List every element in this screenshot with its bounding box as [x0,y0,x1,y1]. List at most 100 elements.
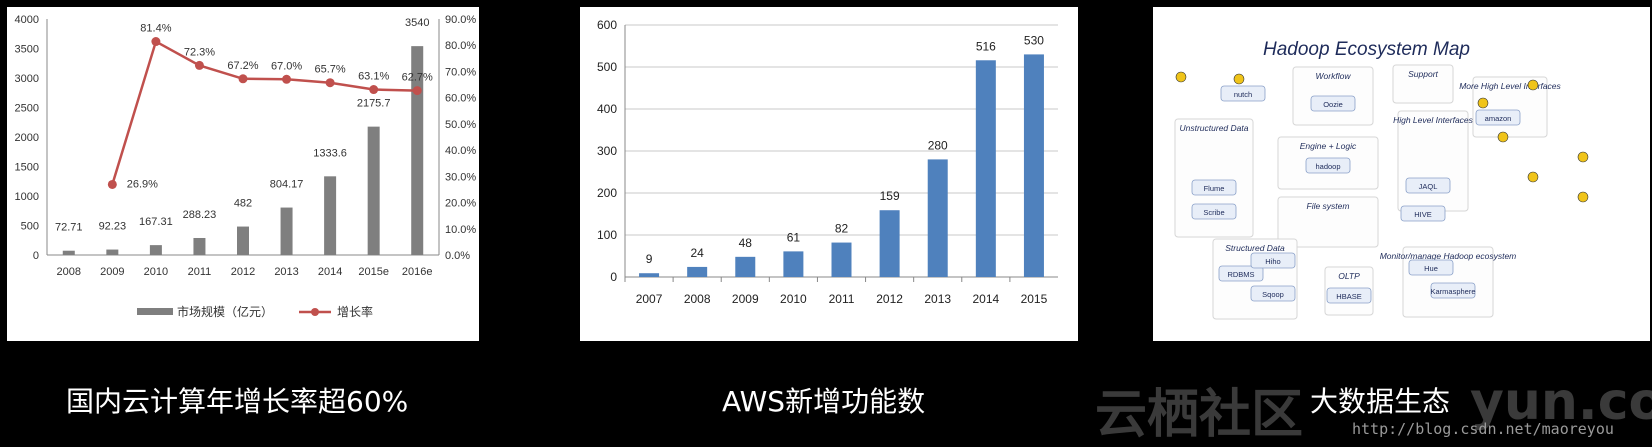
ecosystem-item-chip [1405,177,1451,194]
ecosystem-box [1277,196,1379,248]
y2-tick-label: 10.0% [445,224,476,236]
ecosystem-item-chip [1430,282,1476,299]
line-value-label: 72.3% [184,46,215,58]
bar-value-label: 24 [690,246,704,260]
bar [783,251,804,277]
bar [639,273,660,277]
ecosystem-item-chip [1326,287,1372,304]
y2-tick-label: 0.0% [445,250,470,262]
ecosystem-item-label: HBASE [1336,292,1361,301]
y-tick-label: 300 [597,144,617,158]
bar-value-label: 167.31 [139,216,173,228]
ecosystem-item-label: HIVE [1414,210,1432,219]
ecosystem-box-label: OLTP [1338,271,1360,281]
bar [280,207,293,255]
ecosystem-item-label: JAQL [1419,182,1438,191]
legend-bar-swatch [137,308,173,315]
line-point [412,86,422,96]
bar-value-label: 2175.7 [357,98,391,110]
ecosystem-title: Hadoop Ecosystem Map [1263,39,1470,60]
ecosystem-item-chip [1475,109,1521,126]
y-tick-label: 3000 [15,73,39,85]
ecosystem-item-label: Scribe [1203,208,1224,217]
bar [149,245,162,255]
line-point [369,85,379,95]
y-tick-label: 500 [21,221,39,233]
line-value-label: 26.9% [127,178,158,190]
ecosystem-item-chip [1250,285,1296,302]
ecosystem-icon [1477,97,1489,109]
bar [927,159,948,277]
caption-cloud-growth: 国内云计算年增长率超60% [66,385,409,418]
y-tick-label: 0 [610,270,617,284]
y2-tick-label: 80.0% [445,40,476,52]
ecosystem-item-label: hadoop [1315,162,1340,171]
bar-value-label: 61 [787,230,801,244]
bar-value-label: 530 [1024,33,1044,47]
watermark-url: http://blog.csdn.net/maoreyou [1352,420,1614,438]
ecosystem-item-chip [1305,157,1351,174]
ecosystem-item-chip [1220,85,1266,102]
ecosystem-icon [1577,191,1589,203]
x-tick-label: 2009 [100,266,124,278]
ecosystem-box [1397,110,1469,212]
aws-features-chart: 0 100 200 300 400 500 600 9 2007 24 2008 48 2009 61 20… [597,18,1058,306]
legend-line-marker [311,308,319,316]
ecosystem-diagram: Workflow Support More High Level Interface… [1174,64,1589,320]
bar-value-label: 159 [880,189,900,203]
bar-value-label: 280 [928,138,948,152]
x-tick-label: 2008 [57,266,81,278]
ecosystem-item-label: amazon [1485,114,1512,123]
bar-value-label: 1333.6 [313,147,347,159]
bar [687,266,708,277]
y-tick-label: 1000 [15,191,39,203]
x-tick-label: 2007 [636,292,663,306]
bar-value-label: 3540 [405,17,429,29]
x-tick-label: 2010 [780,292,807,306]
bar-value-label: 72.71 [55,222,83,234]
ecosystem-item-chip [1191,203,1237,220]
watermark-cn: 云栖社区 [1095,385,1304,445]
bar-value-label: 82 [835,222,849,236]
ecosystem-box-label: More High Level Interfaces [1459,81,1561,91]
x-tick-label: 2015 [1021,292,1048,306]
bar [879,210,900,277]
y-tick-label: 200 [597,186,617,200]
bar [324,176,337,255]
ecosystem-item-chip [1400,205,1446,222]
bar [411,46,424,255]
ecosystem-icon [1497,131,1509,143]
bar [1023,54,1044,278]
bar [62,250,75,255]
x-tick-label: 2013 [924,292,951,306]
y2-tick-label: 30.0% [445,171,476,183]
ecosystem-item-chip [1191,179,1237,196]
line-point [238,74,248,84]
legend-line-label: 增长率 [337,304,373,319]
x-tick-label: 2016e [402,266,433,278]
ecosystem-box-label: Engine + Logic [1300,141,1357,151]
ecosystem-item-chip [1250,252,1296,269]
y2-tick-label: 90.0% [445,14,476,26]
x-tick-label: 2008 [684,292,711,306]
ecosystem-item-label: Hiho [1265,257,1280,266]
y-tick-label: 2500 [15,103,39,115]
ecosystem-icon [1527,79,1539,91]
bar [106,249,119,255]
bar [735,256,756,277]
ecosystem-item-label: nutch [1234,90,1252,99]
ecosystem-item-label: RDBMS [1227,270,1254,279]
x-tick-label: 2012 [231,266,255,278]
ecosystem-item-chip [1310,95,1356,112]
caption-big-data: 大数据生态 [1310,385,1451,418]
bar [193,237,206,255]
y-tick-label: 1500 [15,162,39,174]
bar [237,226,249,255]
ecosystem-icon [1233,73,1245,85]
y2-tick-label: 60.0% [445,93,476,105]
ecosystem-item-chip [1218,265,1264,282]
growth-line [111,39,418,185]
line-value-label: 81.4% [140,23,171,35]
y-tick-label: 100 [597,228,617,242]
y-tick-label: 0 [33,250,39,262]
